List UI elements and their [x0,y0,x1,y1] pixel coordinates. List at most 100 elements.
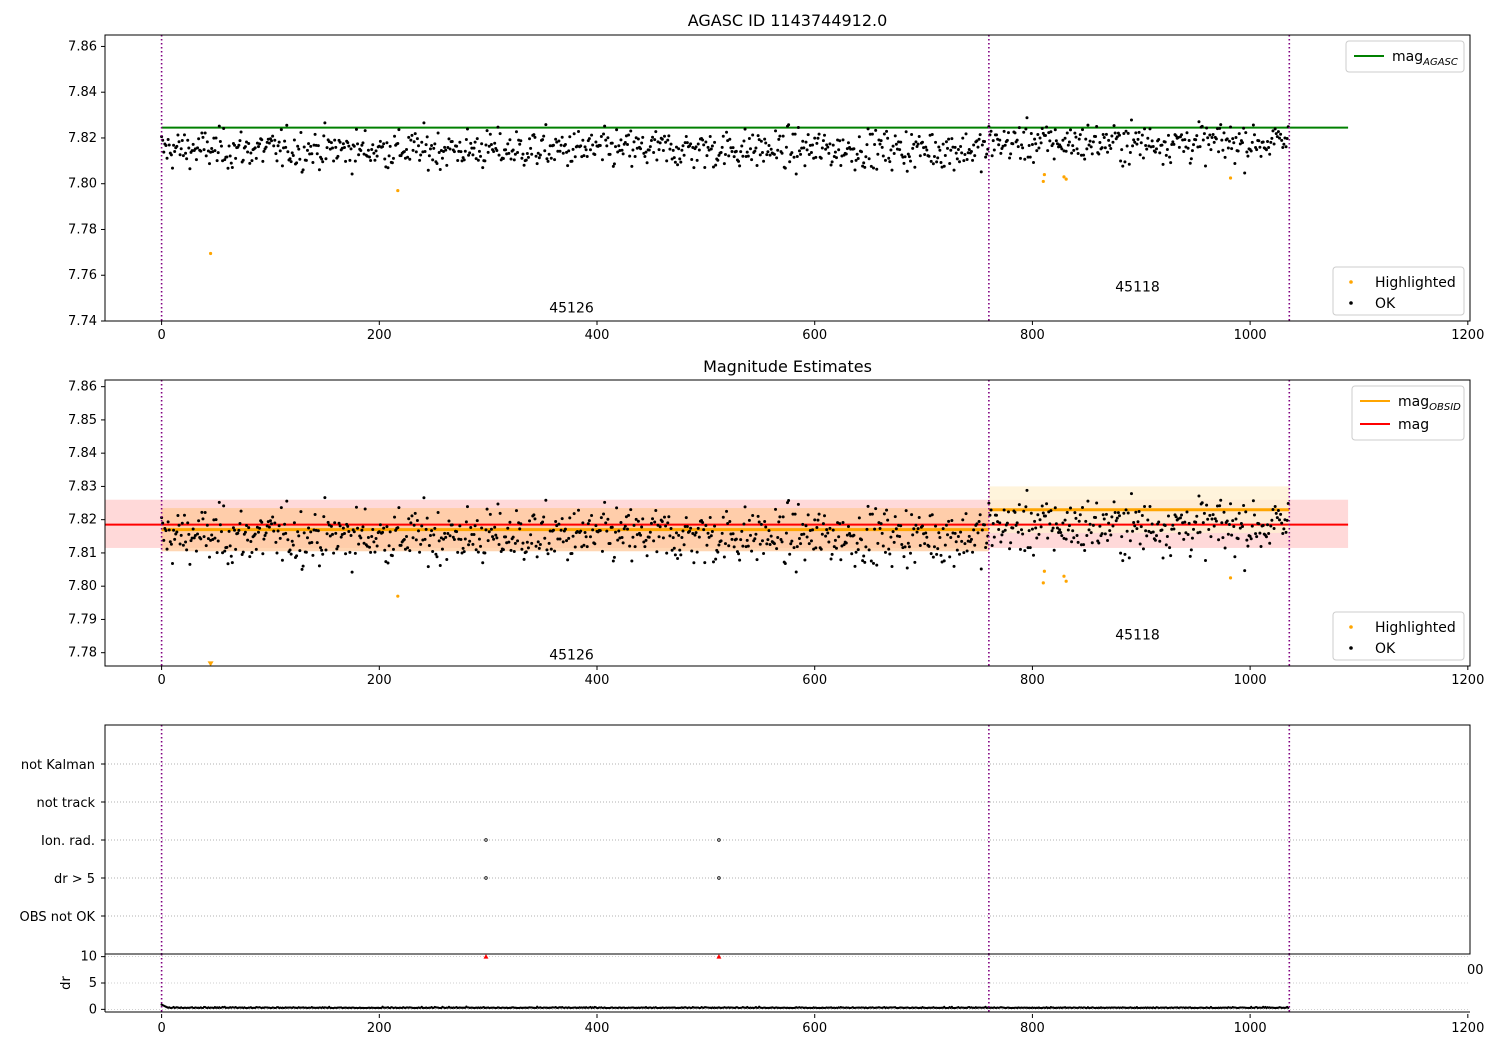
panel-estimates-ok-point [990,543,994,547]
panel-estimates-ok-point [290,539,294,543]
panel-estimates-ok-point [1005,521,1009,525]
panel-estimates-ok-point [464,520,468,524]
panel-agasc-ok-point [234,156,238,160]
panel-agasc-ok-point [1275,135,1279,139]
panel-agasc-ok-point [374,149,378,153]
panel-estimates-ok-point [863,560,867,564]
panel-estimates-ok-point [1077,519,1081,523]
panel-agasc-ok-point [481,166,485,170]
panel-agasc-ok-point [1158,151,1162,155]
panel-agasc-ok-point [237,143,241,147]
panel-agasc-ok-point [464,137,468,141]
panel-estimates-ok-point [493,525,497,529]
panel-agasc-ok-point [285,123,289,127]
panel-estimates-ok-point [332,551,336,555]
panel-agasc-ok-point [897,140,901,144]
panel-estimates-ok-point [338,524,342,528]
panel-agasc-ok-point [1232,141,1236,145]
panel-agasc-ok-point [587,137,591,141]
panel-estimates-ok-point [1145,534,1149,538]
panel-agasc-ok-point [998,138,1002,142]
panel-estimates-ok-point [731,532,735,536]
panel-agasc-ok-point [829,163,833,167]
panel-agasc-ok-point [1008,156,1012,160]
panel-agasc-ok-point [470,146,474,150]
panel-estimates-ok-point [387,544,391,548]
panel-estimates-ok-point [936,547,940,551]
panel-agasc-ok-point [241,158,245,162]
panel-estimates-ok-point [834,546,838,550]
panel-estimates-ok-point [571,534,575,538]
panel-estimates-ok-point [543,536,547,540]
panel-agasc-ok-point [175,144,179,148]
panel-flags-category-label: not track [36,796,95,811]
panel-agasc-ok-point [774,129,778,133]
panel-estimates-ok-point [1234,517,1238,521]
panel-agasc-ok-point [186,138,190,142]
panel-agasc-ok-point [811,143,815,147]
panel-agasc-ok-point [768,153,772,157]
panel-agasc-ok-point [582,154,586,158]
panel-agasc-ok-point [634,136,638,140]
panel-agasc-ok-point [1029,132,1033,136]
panel-estimates-ok-point [203,510,207,514]
panel-estimates-ok-point [623,524,627,528]
panel-agasc-ok-point [440,156,444,160]
panel-estimates-ok-point [887,547,891,551]
panel-estimates-ok-point [1125,529,1129,533]
panel-agasc-ok-point [867,157,871,161]
panel-estimates-ok-point [448,534,452,538]
panel-estimates-ok-point [1168,546,1172,550]
panel-agasc-ok-point [989,129,993,133]
panel-agasc-ok-point [640,141,644,145]
panel-estimates-ok-point [620,536,624,540]
panel-estimates-ok-point [328,534,332,538]
panel-estimates-ok-point [594,524,598,528]
panel-estimates-legend-lines-box [1351,385,1465,441]
panel-agasc-ok-point [708,134,712,138]
panel-estimates-ok-point [925,535,929,539]
panel-agasc-ok-point [837,148,841,152]
panel-estimates-ok-point [667,515,671,519]
panel-estimates-ok-point [881,544,885,548]
panel-agasc-ok-point [214,136,218,140]
panel-estimates-ok-point [432,533,436,537]
panel-estimates-ok-point [1033,519,1037,523]
panel-agasc-ok-point [375,154,379,158]
panel-estimates-ok-point [1134,510,1138,514]
panel-estimates-highlighted-point [396,594,400,598]
panel-estimates-ok-point [695,550,699,554]
panel-estimates-legend-point-label: OK [1375,641,1396,657]
panel-agasc-ok-point [459,150,463,154]
panel-agasc-ok-point [747,136,751,140]
panel-estimates-ok-point [1048,522,1052,526]
panel-estimates-ok-point [722,555,726,559]
panel-estimates-ok-point [590,513,594,517]
panel-estimates-ok-point [361,525,365,529]
panel-agasc-ok-point [854,158,858,162]
panel-estimates-ytick-label: 7.81 [68,546,97,561]
panel-estimates-ok-point [625,527,629,531]
panel-estimates-ok-point [980,528,984,532]
panel-estimates-ok-point [311,553,315,557]
panel-agasc-ok-point [729,146,733,150]
panel-agasc-ok-point [1023,157,1027,161]
panel-agasc-ok-point [778,134,782,138]
panel-agasc-ok-point [253,146,257,150]
panel-estimates-ok-point [814,546,818,550]
panel-agasc-ok-point [542,134,546,138]
panel-agasc-ok-point [1206,136,1210,140]
panel-agasc-ok-point [424,143,428,147]
panel-estimates-ok-point [320,548,324,552]
panel-agasc-ok-point [573,155,577,159]
panel-agasc-highlighted-point [396,188,400,193]
panel-estimates-ok-point [890,564,894,568]
panel-agasc-ok-point [223,158,227,162]
panel-estimates-ok-point [1133,524,1137,528]
panel-agasc-ok-point [728,137,732,141]
panel-estimates-ok-point [1051,526,1055,530]
panel-estimates-ok-point [684,516,688,520]
panel-agasc-ok-point [636,137,640,141]
panel-estimates-ok-point [864,545,868,549]
